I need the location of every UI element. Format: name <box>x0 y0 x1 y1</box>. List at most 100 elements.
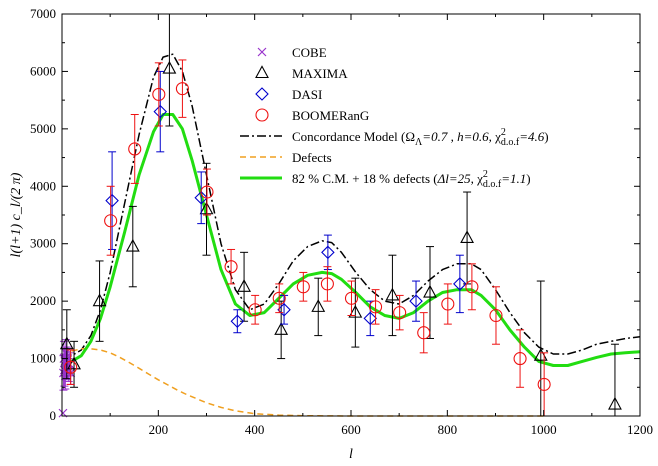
y-tick-label: 2000 <box>30 293 56 308</box>
marker-triangle <box>92 293 107 307</box>
marker-circle <box>128 142 142 156</box>
legend-entry: 82 % C.M. + 18 % defects (Δl=25, χ2 d.o.f… <box>240 169 531 190</box>
marker-circle <box>224 260 238 274</box>
legend-label: Defects <box>292 150 332 165</box>
marker-circle <box>104 214 118 228</box>
marker-triangle <box>59 336 74 350</box>
marker-circle <box>272 291 286 305</box>
marker-circle <box>320 277 334 291</box>
marker-circle <box>152 87 166 101</box>
marker-circle <box>513 352 527 366</box>
marker-circle <box>175 82 189 96</box>
legend-label: Concordance Model (ΩΛ=0.7 , h=0.6, χ2 d.o… <box>292 127 549 148</box>
x-tick-label: 800 <box>438 422 458 437</box>
legend-label-part: 2 <box>483 169 488 180</box>
y-axis-label: l(l+1) c_l/(2 π) <box>9 172 24 257</box>
legend-entry: Defects <box>240 150 332 165</box>
marker-circle <box>64 360 78 374</box>
marker-circle <box>537 377 551 391</box>
marker-circle <box>200 185 214 199</box>
y-tick-label: 6000 <box>30 63 56 78</box>
marker-diamond <box>194 190 208 205</box>
legend-label: 82 % C.M. + 18 % defects (Δl=25, χ2 d.o.f… <box>292 169 531 190</box>
marker-circle <box>369 300 383 314</box>
legend-label: DASI <box>292 87 322 102</box>
legend-label-part: h=0.6, <box>457 129 495 144</box>
marker-diamond <box>105 193 119 208</box>
legend-label-part: 2 <box>501 127 506 138</box>
legend-entry: COBE <box>257 45 327 60</box>
legend-label-part: =0.7 <box>422 129 448 144</box>
marker-circle <box>441 297 455 311</box>
marker-circle <box>248 303 262 317</box>
x-tick-label: 1200 <box>627 422 653 437</box>
marker-triangle <box>311 299 326 312</box>
marker-diamond <box>409 294 423 308</box>
marker-circle <box>417 326 431 340</box>
marker-triangle <box>348 304 363 318</box>
legend-label-part: χ <box>494 129 501 144</box>
marker-triangle <box>274 322 289 335</box>
data-points <box>58 13 622 418</box>
legend-entry: BOOMERanG <box>255 108 369 123</box>
legend-label-part: Ω <box>405 129 415 144</box>
legend-label-part: d.o.f <box>483 179 502 190</box>
curve-dashed <box>62 348 544 417</box>
marker-circle <box>344 291 359 305</box>
y-tick-label: 4000 <box>30 178 56 193</box>
legend-label-part: Concordance Model ( <box>292 129 405 144</box>
legend-entry: Concordance Model (ΩΛ=0.7 , h=0.6, χ2 d.o… <box>240 127 549 148</box>
legend-label: COBE <box>292 45 327 60</box>
marker-circle <box>296 280 310 294</box>
curve-dashdot <box>63 53 641 360</box>
legend-label-part: Λ <box>415 137 423 148</box>
marker-circle <box>465 280 479 294</box>
legend-label-part: =1.1 <box>501 171 526 186</box>
marker-diamond <box>363 311 378 326</box>
legend-label-part: d.o.f <box>501 137 520 148</box>
legend-label-part: ) <box>544 129 548 144</box>
marker-triangle <box>385 287 400 301</box>
x-tick-label: 1000 <box>531 422 557 437</box>
legend-label-part: , <box>447 129 457 144</box>
marker-triangle <box>423 284 437 298</box>
plot-frame <box>61 13 641 417</box>
legend-label: MAXIMA <box>292 66 348 81</box>
marker-triangle <box>162 60 177 74</box>
legend-label-part: Δl=25, <box>437 171 478 186</box>
x-axis-label: l <box>349 447 353 462</box>
marker-triangle <box>125 238 140 252</box>
marker-triangle <box>237 279 251 292</box>
x-tick-label: 400 <box>245 422 265 437</box>
legend-entry: MAXIMA <box>255 65 348 81</box>
marker-x <box>257 47 267 57</box>
legend-entry: DASI <box>255 87 322 102</box>
legend: COBE MAXIMA DASI BOOMERanG Concordance Model… <box>240 45 549 190</box>
marker-diamond <box>277 302 291 317</box>
marker-diamond <box>153 104 168 119</box>
marker-circle <box>393 306 407 320</box>
axes: 200 400 600 800 1000 1200 0 1000 2000 3000 4000 500… <box>30 6 653 437</box>
legend-label-part: 82 % C.M. + 18 % defects ( <box>292 171 438 186</box>
series-dasi <box>105 70 467 337</box>
y-tick-label: 0 <box>50 408 57 423</box>
marker-circle <box>255 108 269 122</box>
legend-label: BOOMERanG <box>292 108 369 123</box>
marker-circle <box>489 308 503 323</box>
y-tick-label: 7000 <box>30 6 56 21</box>
legend-label-part: χ <box>476 171 483 186</box>
curve-solid <box>63 113 641 367</box>
x-tick-label: 600 <box>341 422 361 437</box>
x-tick-label: 200 <box>149 422 169 437</box>
marker-diamond <box>230 314 245 329</box>
marker-diamond <box>453 277 467 291</box>
marker-triangle <box>460 230 475 244</box>
series-boomerang <box>64 59 551 417</box>
y-tick-label: 5000 <box>30 121 56 136</box>
marker-diamond <box>255 87 269 101</box>
y-tick-label: 3000 <box>30 236 56 251</box>
marker-diamond <box>321 245 335 260</box>
y-tick-label: 1000 <box>30 351 56 366</box>
legend-label-part: ) <box>526 171 530 186</box>
